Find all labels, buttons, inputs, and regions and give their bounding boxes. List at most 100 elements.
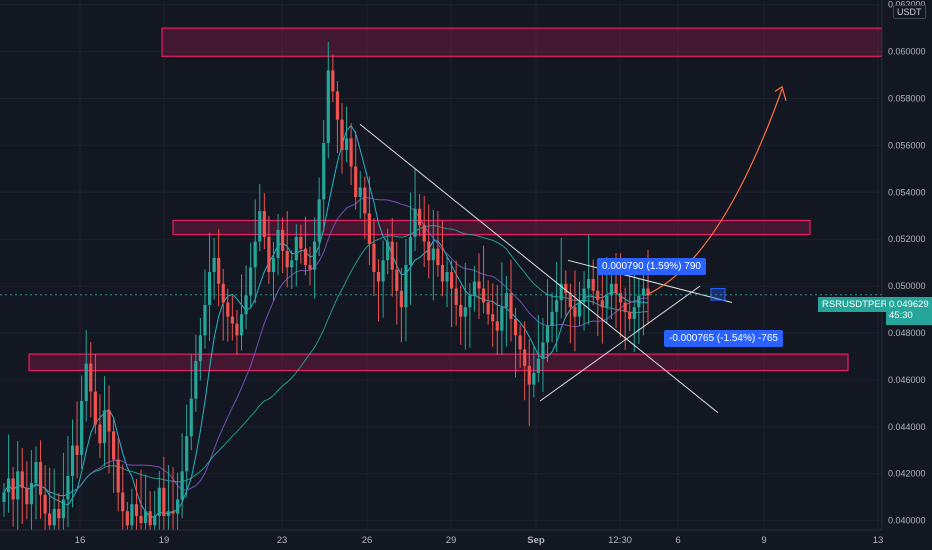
- price-axis[interactable]: 0.062000 0.060000 0.058000 0.056000 0.054000…: [881, 0, 932, 550]
- candle-body: [57, 508, 61, 519]
- candle-body: [312, 241, 317, 270]
- candle-body: [84, 363, 88, 402]
- candle-body: [107, 410, 111, 432]
- candle-body: [582, 288, 586, 303]
- candle-body: [646, 288, 650, 296]
- candle-body: [591, 279, 595, 291]
- time-tick-label: 29: [446, 535, 457, 546]
- candle-body: [253, 241, 257, 268]
- candle-body: [596, 290, 600, 301]
- candle-body: [331, 70, 335, 92]
- candle-body: [239, 314, 244, 336]
- candle-body: [80, 401, 84, 455]
- candle-body: [454, 288, 458, 305]
- candle-body: [281, 229, 285, 251]
- ma-20-line: [3, 196, 649, 497]
- candle-body: [577, 302, 582, 317]
- candle-body: [175, 499, 180, 514]
- candle-body: [641, 288, 646, 296]
- candle-body: [527, 365, 531, 385]
- candle-body: [550, 311, 554, 326]
- candle-body: [290, 260, 294, 268]
- candle-body: [395, 269, 399, 291]
- candle-body: [545, 325, 550, 343]
- candle-body: [20, 471, 24, 488]
- price-tick-label: 0.042000: [888, 469, 926, 479]
- price-tick-label: 0.054000: [888, 187, 926, 197]
- candle-body: [112, 431, 116, 460]
- zone-lower-support: [28, 353, 849, 372]
- candle-body: [249, 267, 253, 296]
- candle-body: [198, 335, 202, 362]
- candle-body: [166, 511, 171, 516]
- time-axis[interactable]: 16 19 23 26 29 Sep 12:30 6 9 13: [0, 529, 932, 550]
- candle-body: [207, 272, 212, 305]
- time-axis-bg: [0, 530, 932, 550]
- candle-body: [340, 119, 344, 151]
- zone-upper-resistance: [161, 27, 883, 57]
- candle-body: [125, 511, 129, 526]
- measure-up-label: 0.000790 (1.59%) 790: [597, 258, 706, 275]
- price-tick-label: 0.048000: [888, 328, 926, 338]
- candle-body: [573, 307, 577, 317]
- candle-body: [130, 504, 134, 526]
- price-tick-label: 0.046000: [888, 375, 926, 385]
- candle-body: [335, 91, 340, 120]
- candle-body: [500, 307, 504, 331]
- zone-middle-resistance: [172, 219, 811, 236]
- time-tick-label: 6: [675, 535, 680, 546]
- candle-body: [408, 236, 413, 265]
- candle-body: [308, 265, 312, 270]
- candle-body: [185, 436, 189, 472]
- moving-averages: [3, 124, 649, 518]
- candle-body: [75, 445, 79, 455]
- candle-body: [157, 487, 161, 516]
- candle-body: [148, 511, 152, 526]
- candle-body: [390, 241, 394, 270]
- time-tick-label: Sep: [527, 535, 545, 546]
- candle-body: [326, 70, 330, 144]
- candle-body: [399, 290, 403, 308]
- price-tick-label: 0.056000: [888, 140, 926, 150]
- candle-body: [477, 281, 481, 289]
- candle-body: [486, 302, 490, 315]
- candle-body: [555, 300, 559, 312]
- time-tick-label: 9: [761, 535, 766, 546]
- candle-body: [271, 257, 276, 273]
- projection-arrow: [644, 88, 783, 297]
- candle-body: [43, 494, 47, 514]
- drawings: [0, 85, 882, 414]
- candle-body: [294, 236, 298, 261]
- price-tick-label: 0.062000: [888, 0, 926, 10]
- candle-body: [61, 499, 65, 519]
- candle-body: [541, 342, 545, 359]
- candle-body: [230, 316, 234, 324]
- candle-body: [564, 283, 568, 294]
- candle-body: [386, 241, 390, 261]
- ma-40-line: [3, 224, 649, 497]
- candle-body: [481, 288, 486, 303]
- candle-body: [372, 243, 376, 273]
- ascending-trendline: [539, 285, 701, 402]
- zones: [28, 27, 883, 372]
- candle-body: [221, 283, 225, 303]
- candle-body: [614, 283, 618, 294]
- price-tick-label: 0.044000: [888, 422, 926, 432]
- price-axis-bg: [882, 0, 932, 550]
- candle-body: [267, 236, 271, 273]
- candle-body: [632, 307, 636, 319]
- candle-body: [16, 471, 20, 500]
- candle-body: [363, 187, 367, 214]
- upper-triangle-line: [567, 259, 733, 304]
- candle-body: [523, 349, 527, 366]
- symbol-name: RSRUSDTPERP: [822, 299, 894, 310]
- candle-body: [116, 459, 120, 493]
- candle-body: [509, 293, 513, 319]
- candle-body: [413, 208, 417, 237]
- candle-body: [431, 248, 435, 261]
- unit-label[interactable]: USDT: [893, 5, 926, 19]
- candle-body: [52, 508, 56, 526]
- candle-body: [427, 241, 431, 261]
- candle-body: [217, 257, 221, 284]
